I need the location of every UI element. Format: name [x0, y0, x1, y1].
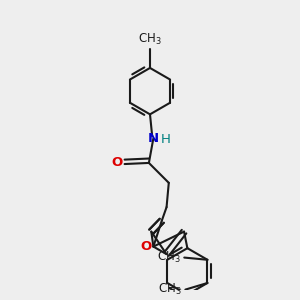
Text: O: O [140, 240, 151, 253]
Text: CH$_3$: CH$_3$ [158, 282, 182, 297]
Text: CH$_3$: CH$_3$ [138, 32, 162, 47]
Text: CH$_3$: CH$_3$ [157, 250, 181, 265]
Text: O: O [111, 156, 122, 169]
Text: H: H [160, 133, 170, 146]
Text: N: N [148, 132, 159, 145]
